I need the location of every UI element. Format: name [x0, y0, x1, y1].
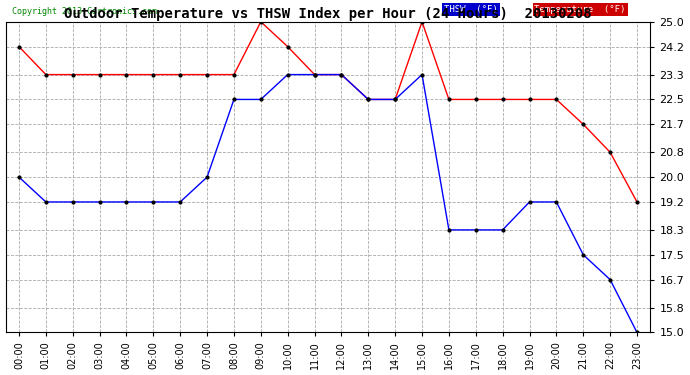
Title: Outdoor Temperature vs THSW Index per Hour (24 Hours)  20130208: Outdoor Temperature vs THSW Index per Ho…: [64, 7, 592, 21]
Text: Temperature  (°F): Temperature (°F): [534, 5, 626, 14]
Text: Copyright 2013 Cartronics.com: Copyright 2013 Cartronics.com: [12, 6, 157, 15]
Text: THSW  (°F): THSW (°F): [444, 5, 497, 14]
